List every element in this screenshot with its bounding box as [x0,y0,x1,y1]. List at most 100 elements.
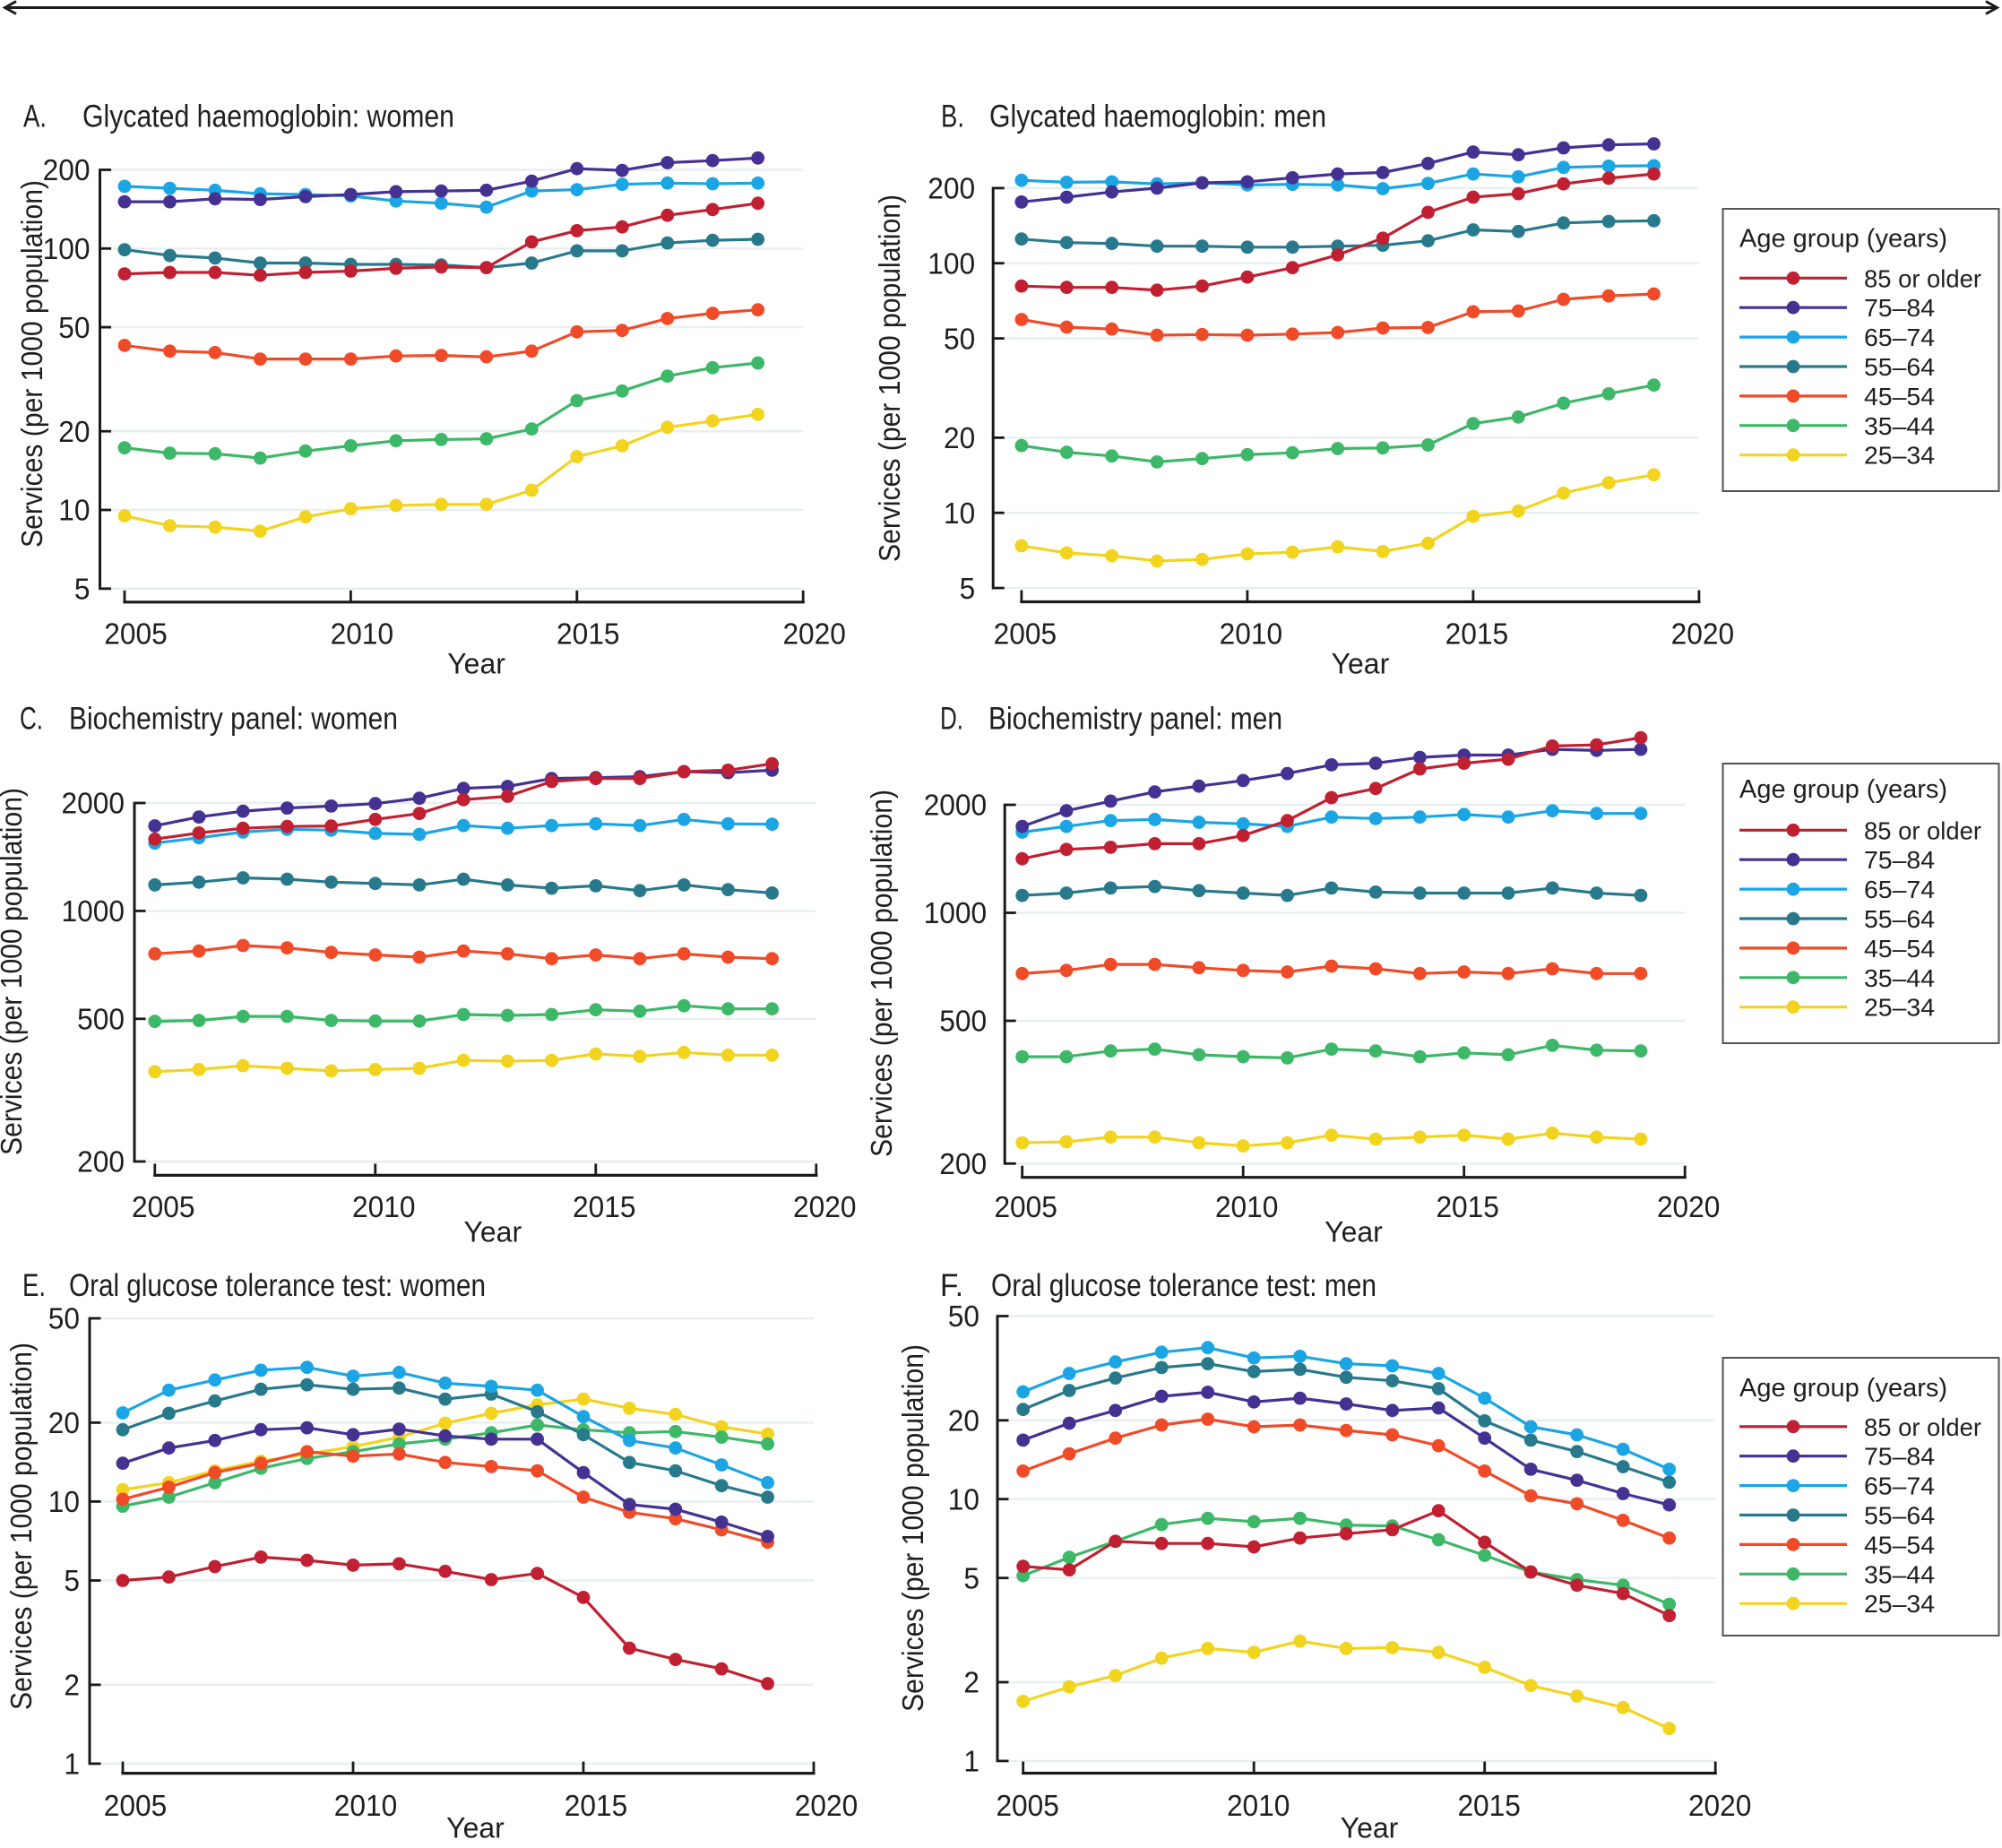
svg-text:20: 20 [948,1404,979,1438]
svg-text:2020: 2020 [793,1190,857,1223]
svg-text:Biochemistry panel: women: Biochemistry panel: women [69,702,398,737]
svg-text:Year: Year [1332,648,1390,680]
svg-text:10: 10 [948,1482,979,1516]
svg-text:Age group (years): Age group (years) [1739,775,1947,804]
svg-text:35–44: 35–44 [1864,412,1935,440]
svg-text:Year: Year [1325,1216,1383,1248]
svg-text:10: 10 [58,494,90,527]
svg-text:200: 200 [939,1147,987,1180]
svg-text:2010: 2010 [331,617,394,651]
svg-text:1: 1 [64,1748,80,1781]
svg-text:200: 200 [77,1145,125,1179]
svg-text:5: 5 [960,572,976,605]
svg-text:5: 5 [74,573,91,606]
svg-text:Year: Year [446,1812,505,1844]
svg-text:100: 100 [43,232,91,265]
svg-text:Services (per 1000 population): Services (per 1000 population) [865,790,898,1157]
svg-text:55–64: 55–64 [1864,353,1935,381]
svg-text:45–54: 45–54 [1864,383,1935,410]
svg-text:Biochemistry panel: men: Biochemistry panel: men [988,702,1282,737]
svg-text:45–54: 45–54 [1864,935,1935,963]
svg-text:2: 2 [963,1666,979,1699]
svg-text:1000: 1000 [62,894,125,928]
svg-text:55–64: 55–64 [1864,905,1935,933]
svg-text:2020: 2020 [1657,1190,1721,1223]
svg-text:2015: 2015 [1457,1789,1521,1822]
svg-text:25–34: 25–34 [1864,1590,1935,1618]
svg-text:75–84: 75–84 [1864,846,1935,874]
svg-text:55–64: 55–64 [1864,1502,1935,1530]
svg-text:1: 1 [963,1745,979,1778]
svg-text:2015: 2015 [1445,617,1509,651]
svg-text:Oral glucose tolerance test: m: Oral glucose tolerance test: men [991,1268,1376,1303]
svg-text:75–84: 75–84 [1864,294,1935,322]
svg-text:200: 200 [928,172,975,205]
svg-text:2005: 2005 [996,1789,1059,1822]
svg-text:75–84: 75–84 [1864,1443,1935,1471]
svg-text:Glycated haemoglobin: women: Glycated haemoglobin: women [82,99,454,134]
svg-text:2000: 2000 [924,789,988,822]
svg-text:Services (per 1000 population): Services (per 1000 population) [873,194,906,562]
svg-text:2015: 2015 [565,1789,628,1822]
svg-text:65–74: 65–74 [1864,324,1935,351]
svg-text:25–34: 25–34 [1864,442,1935,470]
svg-text:20: 20 [48,1406,80,1439]
svg-text:5: 5 [64,1564,80,1597]
svg-text:500: 500 [77,1003,125,1036]
svg-text:2010: 2010 [352,1190,416,1223]
svg-text:20: 20 [58,415,90,448]
svg-text:1000: 1000 [924,896,988,929]
svg-text:C.: C. [20,702,43,737]
svg-text:Oral glucose tolerance test: w: Oral glucose tolerance test: women [69,1268,486,1303]
svg-text:2000: 2000 [62,787,125,820]
svg-text:2005: 2005 [104,617,168,651]
svg-text:E.: E. [22,1268,46,1303]
svg-text:Services (per 1000 population): Services (per 1000 population) [896,1344,929,1712]
svg-text:2005: 2005 [994,1190,1057,1223]
svg-text:Year: Year [447,648,505,680]
svg-text:2015: 2015 [557,617,620,651]
svg-text:2005: 2005 [994,617,1057,651]
svg-text:2010: 2010 [1227,1789,1290,1822]
svg-text:50: 50 [948,1300,979,1333]
svg-text:Glycated haemoglobin: men: Glycated haemoglobin: men [989,99,1326,134]
svg-text:A.: A. [23,99,47,134]
svg-text:25–34: 25–34 [1864,994,1935,1022]
svg-text:50: 50 [944,322,975,355]
svg-text:Services (per 1000 population): Services (per 1000 population) [4,1343,38,1710]
svg-text:500: 500 [939,1005,987,1038]
svg-text:200: 200 [43,153,91,186]
svg-text:2005: 2005 [104,1789,168,1822]
svg-text:Age group (years): Age group (years) [1739,1374,1947,1403]
svg-text:2: 2 [64,1669,80,1702]
svg-text:50: 50 [58,311,90,344]
svg-text:2015: 2015 [1436,1190,1499,1223]
svg-text:Services (per 1000 population): Services (per 1000 population) [0,788,28,1155]
svg-text:2005: 2005 [132,1190,195,1223]
svg-text:85 or older: 85 or older [1864,816,1981,844]
svg-text:100: 100 [928,246,975,280]
svg-text:2020: 2020 [1688,1789,1752,1822]
svg-text:2020: 2020 [795,1789,859,1822]
svg-text:Age group (years): Age group (years) [1739,225,1947,254]
svg-text:50: 50 [48,1302,80,1335]
svg-text:B.: B. [941,99,964,134]
svg-text:45–54: 45–54 [1864,1531,1935,1559]
svg-text:10: 10 [944,497,975,530]
svg-text:65–74: 65–74 [1864,876,1935,903]
svg-text:85 or older: 85 or older [1864,1413,1981,1441]
svg-text:Services (per 1000 population): Services (per 1000 population) [15,180,48,548]
svg-text:F.: F. [940,1268,963,1303]
svg-text:85 or older: 85 or older [1864,264,1981,292]
svg-text:Year: Year [1341,1812,1399,1844]
svg-text:2010: 2010 [1215,1190,1279,1223]
svg-text:10: 10 [48,1485,80,1518]
svg-text:Year: Year [463,1216,522,1248]
svg-text:35–44: 35–44 [1864,1560,1935,1588]
svg-text:2010: 2010 [334,1789,398,1822]
svg-text:2020: 2020 [782,617,846,651]
svg-text:2020: 2020 [1671,617,1735,651]
svg-text:65–74: 65–74 [1864,1472,1935,1500]
svg-text:D.: D. [940,702,963,737]
svg-text:2010: 2010 [1220,617,1283,651]
